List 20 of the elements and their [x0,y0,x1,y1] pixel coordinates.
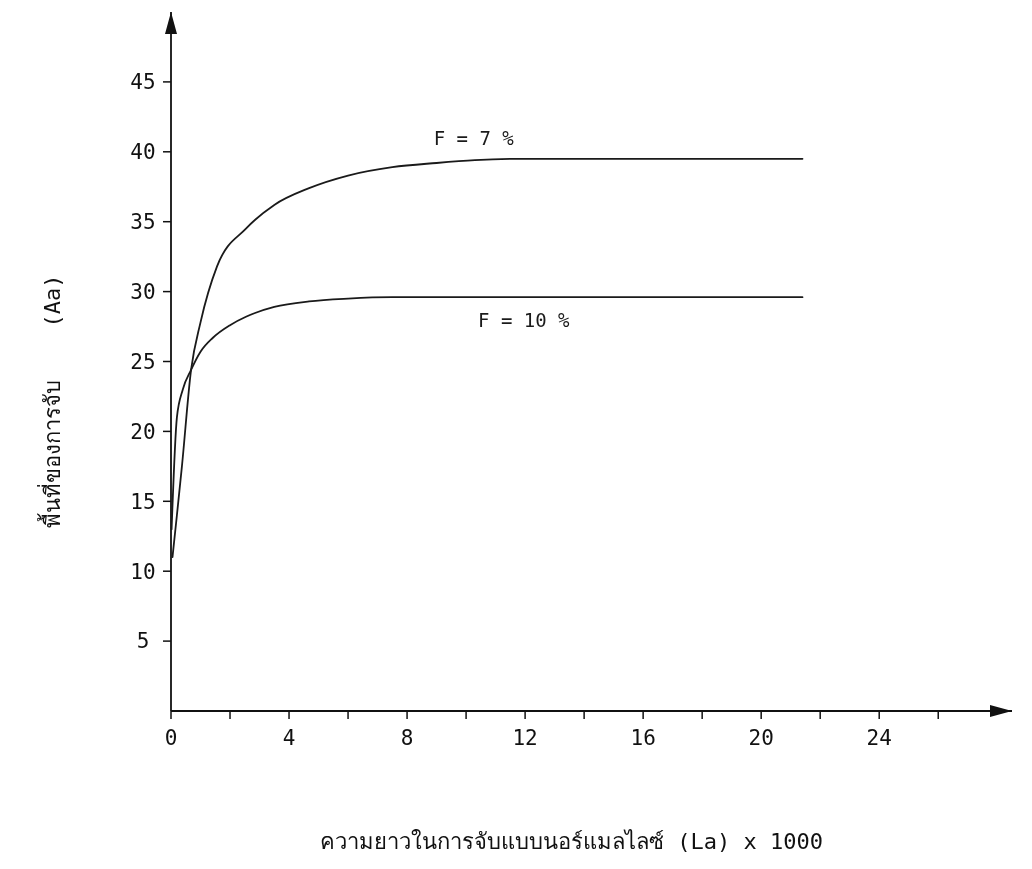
y-tick-label: 15 [130,489,156,514]
y-tick-label: 25 [130,349,156,374]
x-axis-title: ความยาวในการจับแบบนอร์แมลไลซ์ (La) x 1000 [320,829,823,854]
x-tick-label: 4 [282,726,296,750]
series-label: F = 10 % [478,309,571,332]
y-tick-label: 5 [136,629,150,654]
x-tick-label: 20 [748,726,774,750]
x-tick-label: 8 [400,726,414,750]
x-tick-label: 24 [866,726,892,750]
y-tick-label: 35 [130,210,156,235]
y-tick-label: 40 [130,140,156,165]
y-tick-label: 20 [130,419,156,444]
y-axis-title: พื้นที่ของการจับ (Aa) [37,274,65,529]
x-tick-label: 16 [630,726,656,750]
y-tick-label: 10 [130,559,156,584]
y-tick-label: 45 [130,70,156,95]
x-tick-label: 12 [512,726,538,750]
x-tick-label: 0 [164,726,178,750]
series-label: F = 7 % [433,126,515,149]
y-tick-label: 30 [130,279,156,304]
